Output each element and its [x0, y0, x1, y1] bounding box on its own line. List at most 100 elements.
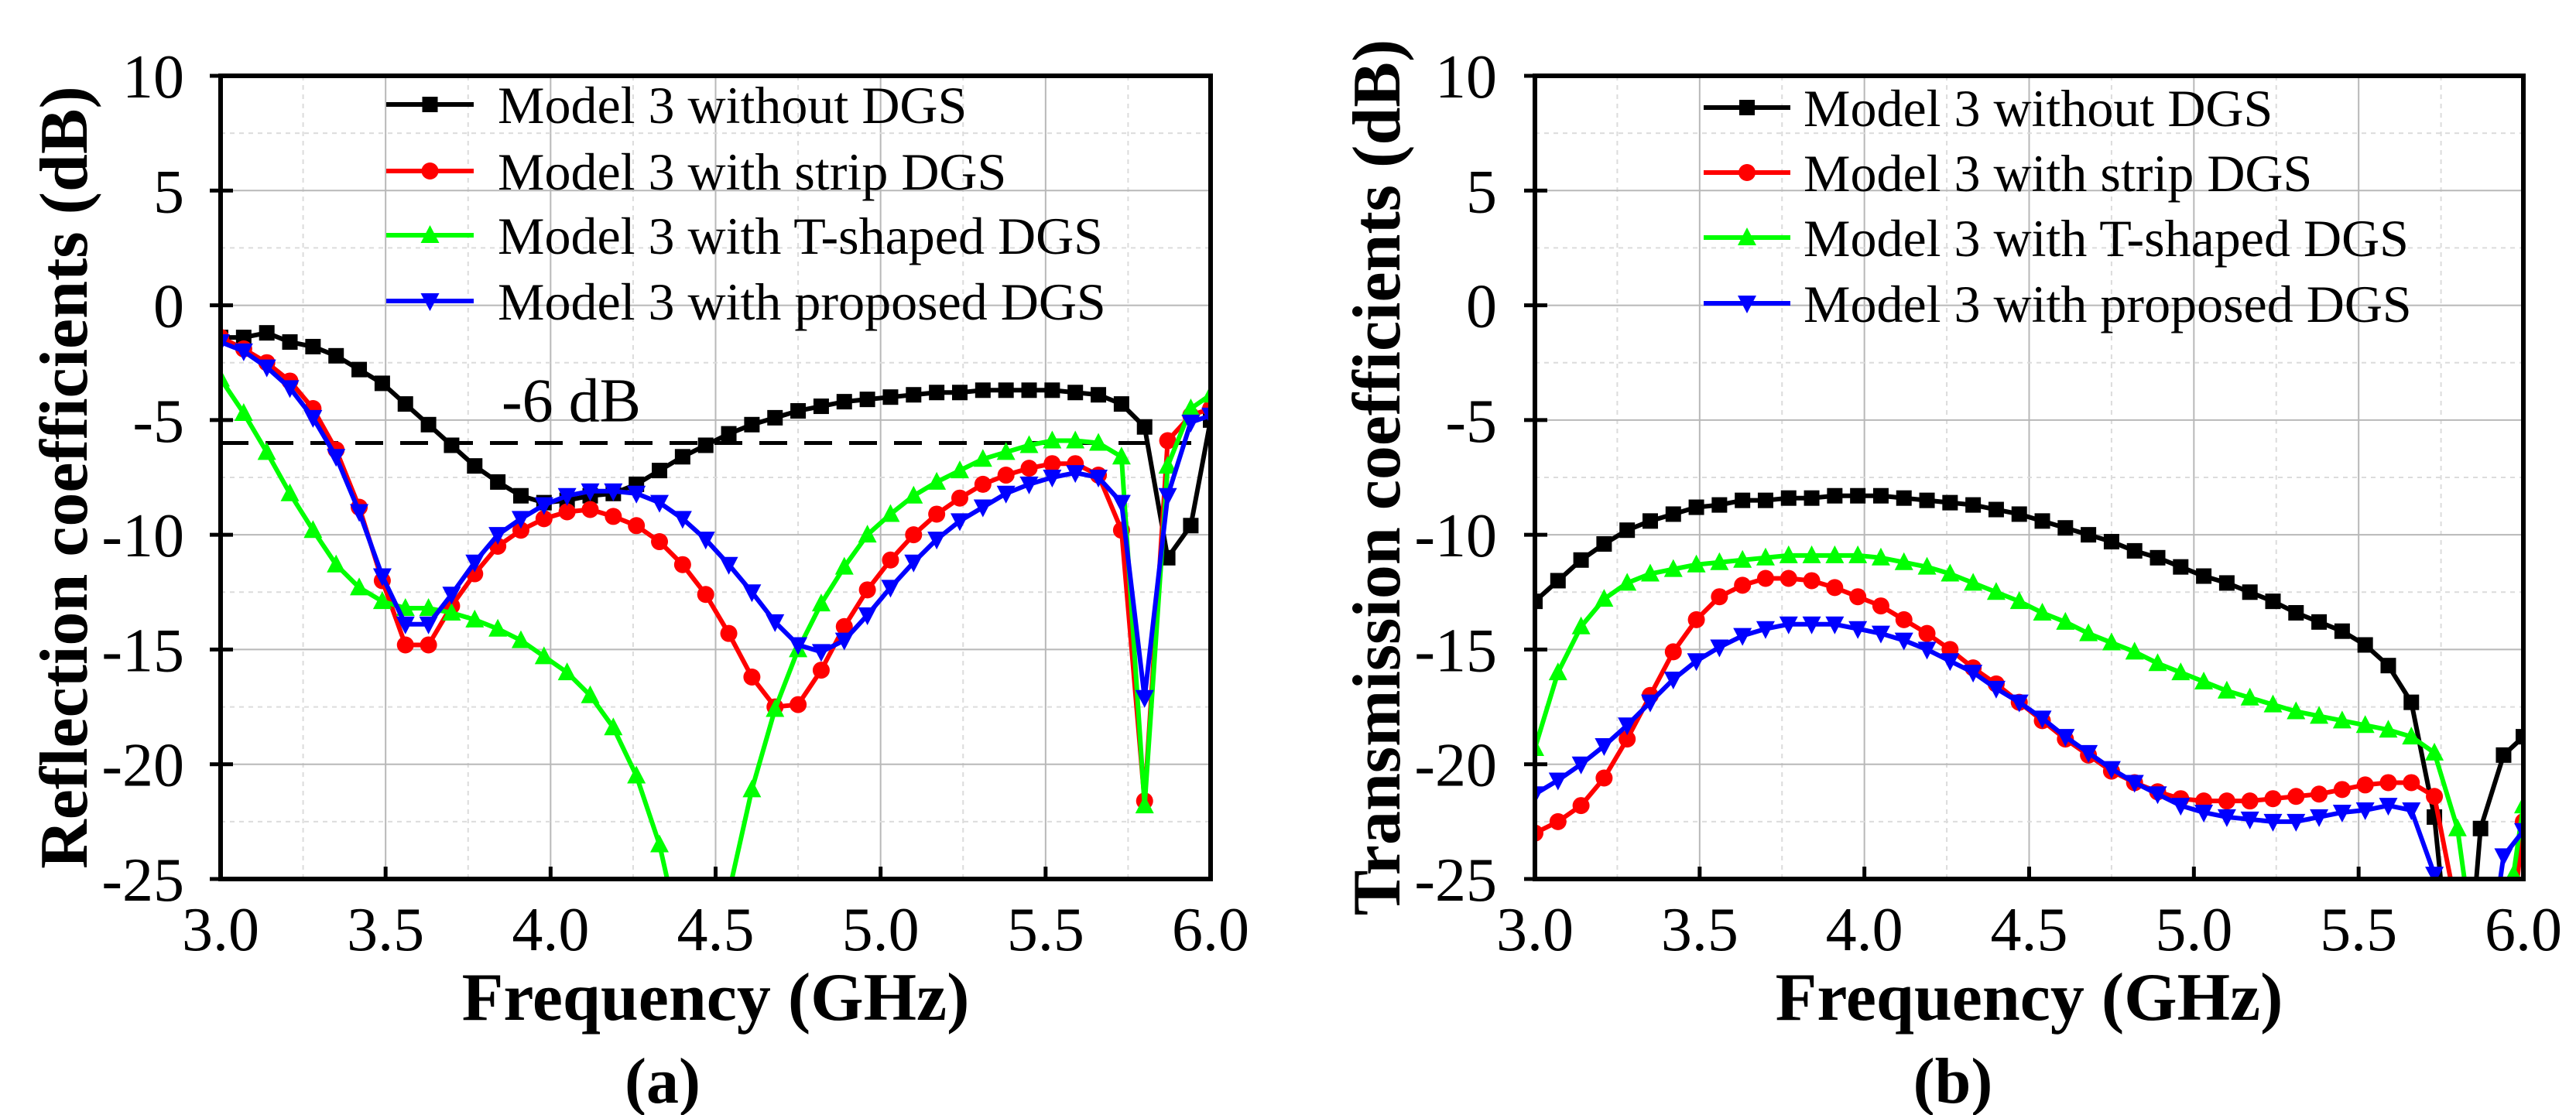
legend-label: Model 3 with T-shaped DGS	[1804, 209, 2409, 268]
data-point	[1802, 545, 1821, 563]
data-point	[2287, 813, 2306, 832]
data-point	[1663, 559, 1683, 577]
data-point	[2494, 848, 2513, 867]
x-tick-label: 6.0	[2485, 896, 2562, 964]
data-point	[1159, 432, 1177, 450]
data-point	[1710, 552, 1729, 570]
data-point	[929, 385, 945, 401]
y-tick-label: -20	[101, 732, 184, 800]
data-point	[2425, 742, 2444, 761]
panel-a-reflection: -6 dB 3.0 3.5 4.0 4.5 5.0 5.5 6.0 10 5 0 -5 -10 -15 -2…	[27, 43, 1249, 1115]
data-point	[1618, 573, 1637, 591]
data-point	[372, 591, 392, 610]
data-point	[1019, 476, 1039, 494]
data-point	[927, 471, 947, 490]
annotation-minus-6db: -6 dB	[502, 368, 641, 436]
data-point	[350, 577, 369, 596]
data-point	[1711, 497, 1728, 513]
data-point	[973, 449, 992, 467]
data-point	[882, 551, 899, 569]
data-point	[2332, 710, 2352, 729]
x-axis-title: Frequency (GHz)	[462, 960, 970, 1035]
data-point	[835, 617, 853, 635]
x-tick-label: 3.5	[347, 896, 424, 964]
data-point	[488, 618, 508, 637]
data-point	[1021, 382, 1037, 398]
data-point	[1894, 552, 1913, 570]
y-tick-label: 10	[1435, 43, 1497, 111]
x-tick-label: 3.0	[1496, 896, 1574, 964]
data-point	[766, 614, 785, 632]
data-point	[2241, 792, 2259, 810]
data-point	[2171, 798, 2191, 816]
data-point	[789, 637, 808, 655]
data-point	[396, 636, 414, 654]
y-tick-label: -5	[132, 388, 184, 456]
data-point	[511, 511, 530, 529]
legend-item: Model 3 with T-shaped DGS	[386, 207, 1103, 265]
data-point	[2506, 864, 2522, 879]
data-point	[2472, 820, 2489, 836]
legend-label: Model 3 with T-shaped DGS	[498, 207, 1103, 265]
data-point	[813, 398, 829, 415]
data-point	[904, 485, 923, 504]
panel-label: (b)	[1913, 1045, 1993, 1115]
legend-marker	[420, 293, 440, 311]
y-tick-label: -20	[1414, 732, 1497, 800]
data-point	[2403, 694, 2420, 710]
data-point	[2240, 811, 2259, 829]
data-point	[420, 636, 437, 654]
data-point	[1872, 487, 1889, 504]
legend-label: Model 3 with strip DGS	[1804, 144, 2312, 203]
data-point	[2356, 776, 2374, 794]
data-point	[2380, 658, 2396, 674]
data-point	[996, 485, 1016, 504]
data-point	[581, 483, 600, 501]
y-tick-label: -25	[101, 847, 184, 915]
data-point	[719, 556, 738, 575]
data-point	[1756, 569, 1774, 587]
data-point	[2242, 584, 2258, 600]
data-point	[811, 593, 831, 612]
data-point	[744, 416, 760, 433]
data-point	[650, 834, 670, 853]
data-point	[1803, 572, 1821, 590]
data-point	[928, 505, 946, 523]
y-tick-label: 0	[1466, 273, 1497, 341]
data-point	[627, 485, 646, 504]
data-point	[1779, 616, 1798, 634]
data-point	[1619, 730, 1636, 748]
data-point	[2265, 593, 2281, 610]
data-point	[257, 359, 276, 378]
data-point	[2194, 804, 2214, 823]
data-point	[673, 556, 691, 573]
data-point	[1091, 387, 1107, 403]
data-point	[303, 520, 323, 539]
data-point	[1158, 487, 1177, 506]
data-point	[327, 449, 346, 467]
x-tick-label: 4.5	[677, 896, 755, 964]
data-point	[1986, 680, 2006, 699]
data-point	[2333, 781, 2351, 799]
data-point	[811, 644, 831, 662]
data-point	[696, 532, 715, 550]
data-point	[2310, 809, 2329, 827]
series-model-3-with-t-shaped-dgs	[1535, 545, 2523, 879]
data-point	[350, 504, 369, 522]
data-point	[951, 489, 968, 507]
data-point	[882, 389, 899, 405]
data-point	[605, 508, 622, 525]
x-tick-label: 3.0	[182, 896, 259, 964]
data-point	[465, 609, 485, 628]
data-point	[650, 494, 670, 513]
data-point	[2148, 653, 2167, 672]
data-point	[2056, 611, 2075, 630]
data-point	[2288, 604, 2304, 621]
data-point	[1571, 756, 1591, 775]
data-point	[905, 526, 923, 544]
data-point	[721, 426, 737, 442]
y-tick-label: -15	[1414, 617, 1497, 685]
data-point	[396, 616, 415, 634]
data-point	[1181, 414, 1201, 433]
data-point	[327, 554, 346, 573]
